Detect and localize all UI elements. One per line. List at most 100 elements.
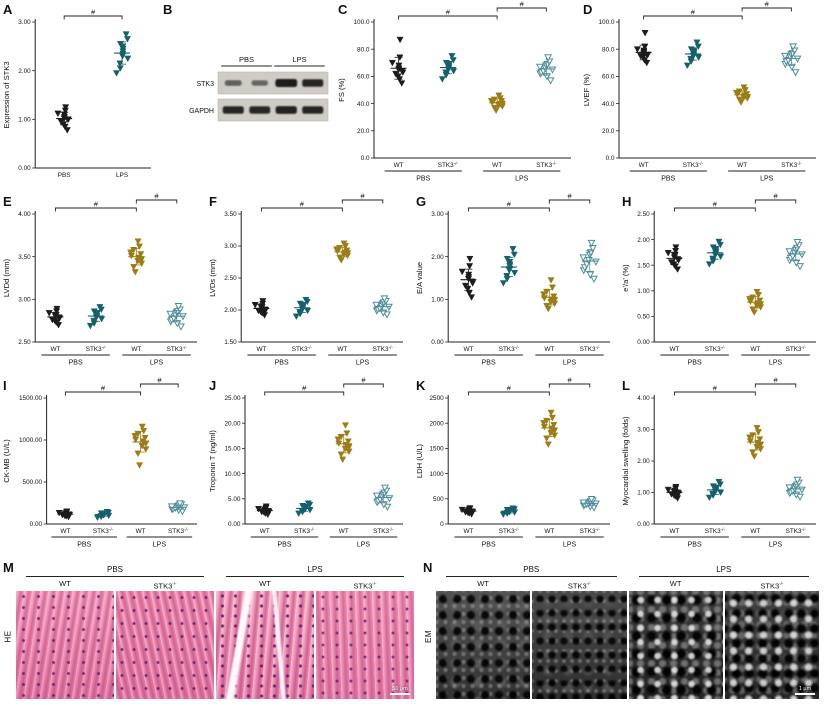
data-point	[259, 298, 267, 305]
x-group-label: WT	[750, 528, 760, 535]
sig-label: #	[302, 384, 307, 393]
data-point	[140, 427, 148, 435]
data-point	[542, 302, 550, 310]
x-group-label: STK3-/-	[781, 161, 802, 169]
sig-label: #	[362, 376, 367, 385]
y-axis-title: Troponin T (ng/ml)	[208, 430, 217, 492]
sig-label: #	[361, 192, 366, 201]
data-point	[177, 323, 185, 331]
sig-bracket	[135, 199, 178, 204]
blot-row-label: GAPDH	[189, 108, 214, 115]
data-point	[510, 251, 518, 259]
data-point	[302, 296, 310, 304]
em-micrograph-1	[436, 591, 531, 699]
sig-label: #	[91, 8, 96, 17]
chart-E: E 2.50 3.00 3.50 4.00 LVDd (mm) WT STK3-/- WT STK…	[2, 192, 197, 367]
data-point	[142, 446, 150, 453]
y-axis-title: LDH (U/L)	[415, 443, 424, 478]
y-tick-label: 500.00	[23, 479, 43, 486]
data-point	[123, 36, 131, 43]
x-group-label: WT	[257, 346, 267, 353]
data-point	[549, 293, 557, 300]
data-point	[495, 92, 503, 100]
data-point	[57, 118, 65, 126]
y-tick-label: 80.0	[602, 46, 615, 53]
data-point	[667, 259, 675, 266]
sig-bracket	[343, 383, 384, 388]
y-axis-title: e'/a' (%)	[621, 264, 630, 292]
data-point	[448, 53, 456, 60]
data-point	[131, 269, 139, 276]
data-point	[753, 425, 761, 432]
y-tick-label: 4.00	[637, 395, 650, 402]
sig-label: #	[713, 384, 718, 393]
chart-H: H 0.00 0.50 1.00 1.50 2.00 2.50 e'/a' (%) WT STK3…	[621, 192, 816, 367]
x-group-label: WT	[131, 346, 141, 353]
hist-condition-label: PBS	[446, 564, 617, 577]
y-axis-title: LVDd (mm)	[2, 258, 11, 297]
panel-b-western-blot: B PBS LPS STK3 GAPDH	[160, 0, 335, 192]
data-point	[130, 264, 138, 271]
data-point	[343, 247, 351, 255]
data-point	[380, 295, 389, 303]
x-group-label: WT	[394, 162, 404, 169]
sig-bracket	[467, 207, 550, 212]
data-point	[141, 435, 149, 442]
x-condition-label: PBS	[481, 360, 495, 367]
sig-label: #	[157, 376, 162, 385]
hist-genotype-label: STK3-/-	[353, 581, 377, 591]
panel-letter: J	[209, 378, 216, 393]
y-tick-label: 0.00	[431, 339, 444, 346]
y-tick-label: 0.00	[30, 521, 43, 528]
x-group-label: STK3-/-	[579, 527, 600, 535]
data-point	[735, 96, 743, 104]
x-group-label: STK3-/-	[373, 527, 394, 535]
hist-genotype-label: STK3-/-	[153, 581, 177, 591]
x-condition-label: LPS	[769, 360, 783, 367]
data-point	[340, 240, 348, 248]
data-point	[584, 256, 593, 265]
y-tick-label: 60.0	[357, 74, 370, 81]
blot-row-label: STK3	[196, 81, 214, 88]
panel-h-ea-prime: H 0.00 0.50 1.00 1.50 2.00 2.50 e'/a' (%) WT STK3…	[619, 192, 825, 376]
panel-letter: L	[622, 378, 630, 393]
data-point	[467, 294, 475, 301]
y-axis-title: CK-MB (U/L)	[2, 439, 11, 483]
sig-bracket	[673, 391, 756, 396]
data-point	[641, 30, 649, 37]
y-tick-label: 3.00	[18, 19, 31, 26]
data-point	[735, 88, 743, 95]
sig-label: #	[567, 192, 572, 201]
scale-bar-line	[390, 693, 410, 695]
data-point	[705, 261, 713, 268]
sig-bracket	[548, 383, 590, 388]
data-point	[295, 510, 303, 518]
data-point	[547, 277, 555, 284]
data-point	[508, 505, 516, 512]
data-point	[637, 53, 645, 60]
x-condition-label: LPS	[562, 360, 576, 367]
he-micrograph-1	[16, 591, 114, 699]
data-point	[293, 313, 301, 321]
x-group-label: WT	[750, 346, 760, 353]
x-group-label: WT	[639, 162, 649, 169]
x-group-label: STK3-/-	[373, 345, 394, 353]
y-tick-label: 1.00	[637, 490, 650, 497]
y-tick-label: 25.00	[225, 395, 241, 402]
he-micrograph-3	[216, 591, 314, 699]
x-condition-label: PBS	[69, 360, 83, 367]
stain-label: HE	[3, 630, 13, 643]
blot-condition-label: LPS	[292, 55, 306, 64]
sig-bracket	[754, 199, 796, 204]
y-axis-title: E/A value	[415, 262, 424, 294]
data-point	[785, 248, 794, 256]
y-tick-label: 2.00	[18, 68, 31, 75]
data-point	[112, 70, 121, 77]
y-tick-label: 2.50	[18, 339, 31, 346]
blot-strip	[217, 98, 329, 122]
data-point	[334, 436, 342, 443]
data-point	[336, 245, 344, 252]
hist-genotype-label: STK3-/-	[567, 581, 591, 591]
data-point	[116, 60, 124, 67]
data-point	[789, 43, 798, 51]
